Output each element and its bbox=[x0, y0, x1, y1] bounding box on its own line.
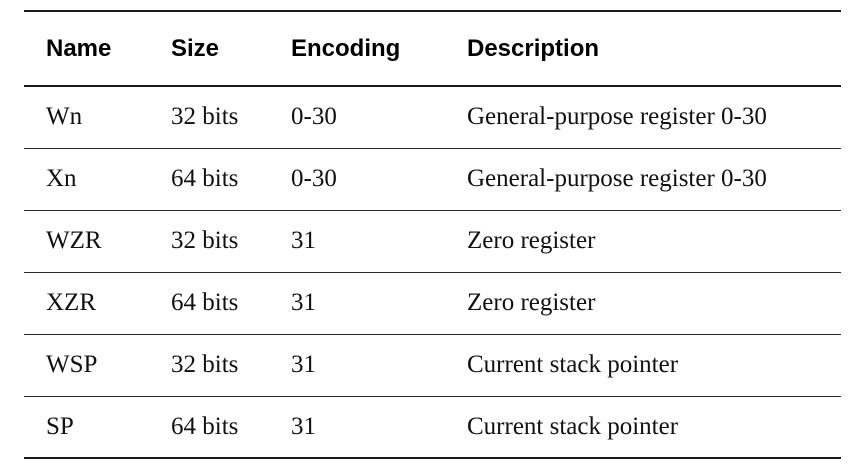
table-row: SP 64 bits 31 Current stack pointer bbox=[24, 396, 841, 459]
table-body: Wn 32 bits 0-30 General-purpose register… bbox=[24, 86, 841, 459]
cell-encoding: 31 bbox=[270, 334, 445, 397]
cell-name: WSP bbox=[24, 334, 148, 397]
cell-size: 64 bits bbox=[148, 396, 270, 459]
table-header: Name Size Encoding Description bbox=[24, 10, 841, 87]
cell-size: 32 bits bbox=[148, 86, 270, 149]
header-description: Description bbox=[445, 10, 841, 87]
cell-size: 32 bits bbox=[148, 210, 270, 273]
cell-name: WZR bbox=[24, 210, 148, 273]
cell-name: XZR bbox=[24, 272, 148, 335]
table-row: WSP 32 bits 31 Current stack pointer bbox=[24, 334, 841, 397]
cell-name: Wn bbox=[24, 86, 148, 149]
header-row: Name Size Encoding Description bbox=[24, 10, 841, 87]
header-name: Name bbox=[24, 10, 148, 87]
table-row: WZR 32 bits 31 Zero register bbox=[24, 210, 841, 273]
cell-encoding: 0-30 bbox=[270, 86, 445, 149]
cell-size: 64 bits bbox=[148, 148, 270, 211]
cell-encoding: 0-30 bbox=[270, 148, 445, 211]
cell-name: SP bbox=[24, 396, 148, 459]
cell-encoding: 31 bbox=[270, 272, 445, 335]
cell-size: 32 bits bbox=[148, 334, 270, 397]
header-size: Size bbox=[148, 10, 270, 87]
cell-name: Xn bbox=[24, 148, 148, 211]
cell-description: Current stack pointer bbox=[445, 334, 841, 397]
cell-size: 64 bits bbox=[148, 272, 270, 335]
register-table-container: Name Size Encoding Description Wn 32 bit… bbox=[24, 10, 841, 459]
cell-description: Zero register bbox=[445, 210, 841, 273]
register-table: Name Size Encoding Description Wn 32 bit… bbox=[24, 10, 841, 459]
cell-description: General-purpose register 0-30 bbox=[445, 148, 841, 211]
table-row: Wn 32 bits 0-30 General-purpose register… bbox=[24, 86, 841, 149]
table-row: Xn 64 bits 0-30 General-purpose register… bbox=[24, 148, 841, 211]
cell-description: Zero register bbox=[445, 272, 841, 335]
cell-encoding: 31 bbox=[270, 396, 445, 459]
header-encoding: Encoding bbox=[270, 10, 445, 87]
table-row: XZR 64 bits 31 Zero register bbox=[24, 272, 841, 335]
cell-encoding: 31 bbox=[270, 210, 445, 273]
cell-description: General-purpose register 0-30 bbox=[445, 86, 841, 149]
cell-description: Current stack pointer bbox=[445, 396, 841, 459]
